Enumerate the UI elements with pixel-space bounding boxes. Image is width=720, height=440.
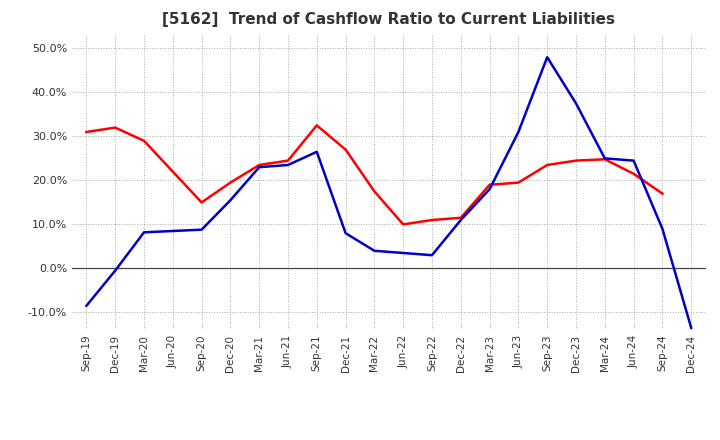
Line: Operating CF to Current Liabilities: Operating CF to Current Liabilities: [86, 125, 662, 224]
Free CF to Current Liabilities: [168, 228, 177, 234]
Free CF to Current Liabilities: [543, 55, 552, 60]
Title: [5162]  Trend of Cashflow Ratio to Current Liabilities: [5162] Trend of Cashflow Ratio to Curren…: [162, 12, 616, 27]
Free CF to Current Liabilities: [312, 149, 321, 154]
Operating CF to Current Liabilities: [312, 123, 321, 128]
Operating CF to Current Liabilities: [543, 162, 552, 168]
Free CF to Current Liabilities: [226, 198, 235, 203]
Operating CF to Current Liabilities: [428, 217, 436, 223]
Operating CF to Current Liabilities: [572, 158, 580, 163]
Operating CF to Current Liabilities: [168, 169, 177, 174]
Free CF to Current Liabilities: [428, 253, 436, 258]
Free CF to Current Liabilities: [485, 187, 494, 192]
Operating CF to Current Liabilities: [485, 182, 494, 187]
Operating CF to Current Liabilities: [140, 138, 148, 143]
Free CF to Current Liabilities: [514, 129, 523, 135]
Free CF to Current Liabilities: [399, 250, 408, 256]
Free CF to Current Liabilities: [658, 226, 667, 231]
Free CF to Current Liabilities: [140, 230, 148, 235]
Operating CF to Current Liabilities: [629, 171, 638, 176]
Operating CF to Current Liabilities: [255, 162, 264, 168]
Line: Free CF to Current Liabilities: Free CF to Current Liabilities: [86, 57, 691, 328]
Operating CF to Current Liabilities: [284, 158, 292, 163]
Free CF to Current Liabilities: [687, 325, 696, 330]
Free CF to Current Liabilities: [629, 158, 638, 163]
Operating CF to Current Liabilities: [370, 189, 379, 194]
Free CF to Current Liabilities: [456, 217, 465, 223]
Free CF to Current Liabilities: [341, 231, 350, 236]
Operating CF to Current Liabilities: [399, 222, 408, 227]
Free CF to Current Liabilities: [197, 227, 206, 232]
Free CF to Current Liabilities: [370, 248, 379, 253]
Free CF to Current Liabilities: [255, 165, 264, 170]
Operating CF to Current Liabilities: [341, 147, 350, 152]
Operating CF to Current Liabilities: [514, 180, 523, 185]
Operating CF to Current Liabilities: [658, 191, 667, 196]
Operating CF to Current Liabilities: [456, 215, 465, 220]
Operating CF to Current Liabilities: [82, 129, 91, 135]
Free CF to Current Liabilities: [284, 162, 292, 168]
Operating CF to Current Liabilities: [226, 180, 235, 185]
Free CF to Current Liabilities: [572, 101, 580, 106]
Free CF to Current Liabilities: [111, 268, 120, 273]
Operating CF to Current Liabilities: [197, 200, 206, 205]
Free CF to Current Liabilities: [600, 156, 609, 161]
Free CF to Current Liabilities: [82, 303, 91, 308]
Operating CF to Current Liabilities: [111, 125, 120, 130]
Operating CF to Current Liabilities: [600, 157, 609, 162]
